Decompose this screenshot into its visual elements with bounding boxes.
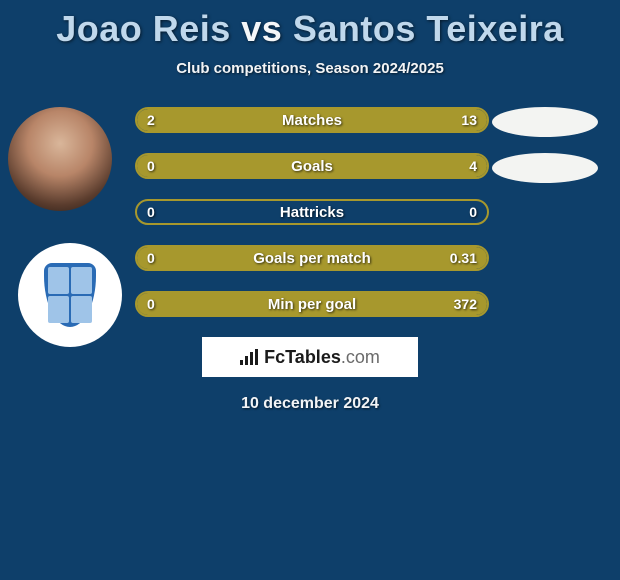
stat-value-right: 13 <box>461 112 477 128</box>
stat-label: Matches <box>137 112 487 129</box>
stat-value-right: 372 <box>454 296 477 312</box>
brand-suffix: .com <box>341 347 380 367</box>
stat-row: 0Goals per match0.31 <box>135 245 489 271</box>
stat-label: Min per goal <box>137 296 487 313</box>
subtitle: Club competitions, Season 2024/2025 <box>0 60 620 77</box>
stats-bars: 2Matches130Goals40Hattricks00Goals per m… <box>135 107 489 317</box>
stat-value-right: 0.31 <box>450 250 477 266</box>
stat-label: Hattricks <box>137 204 487 221</box>
player2-name: Santos Teixeira <box>293 8 564 49</box>
stat-label: Goals <box>137 158 487 175</box>
indicator-pill-2 <box>492 153 598 183</box>
content-area: 2Matches130Goals40Hattricks00Goals per m… <box>0 107 620 317</box>
player2-badge <box>18 243 122 347</box>
stat-row: 2Matches13 <box>135 107 489 133</box>
brand-name: FcTables <box>264 347 341 367</box>
indicator-pill-1 <box>492 107 598 137</box>
stat-row: 0Min per goal372 <box>135 291 489 317</box>
stat-value-right: 4 <box>469 158 477 174</box>
stat-value-right: 0 <box>469 204 477 220</box>
branding-box[interactable]: FcTables.com <box>202 337 418 377</box>
player1-avatar <box>8 107 112 211</box>
club-shield-icon <box>44 263 96 327</box>
chart-bars-icon <box>240 349 260 365</box>
stat-row: 0Goals4 <box>135 153 489 179</box>
brand-text: FcTables.com <box>264 347 380 368</box>
date-label: 10 december 2024 <box>0 395 620 413</box>
stat-label: Goals per match <box>137 250 487 267</box>
stat-row: 0Hattricks0 <box>135 199 489 225</box>
player1-name: Joao Reis <box>56 8 231 49</box>
page-title: Joao Reis vs Santos Teixeira <box>0 0 620 50</box>
vs-label: vs <box>241 8 282 49</box>
